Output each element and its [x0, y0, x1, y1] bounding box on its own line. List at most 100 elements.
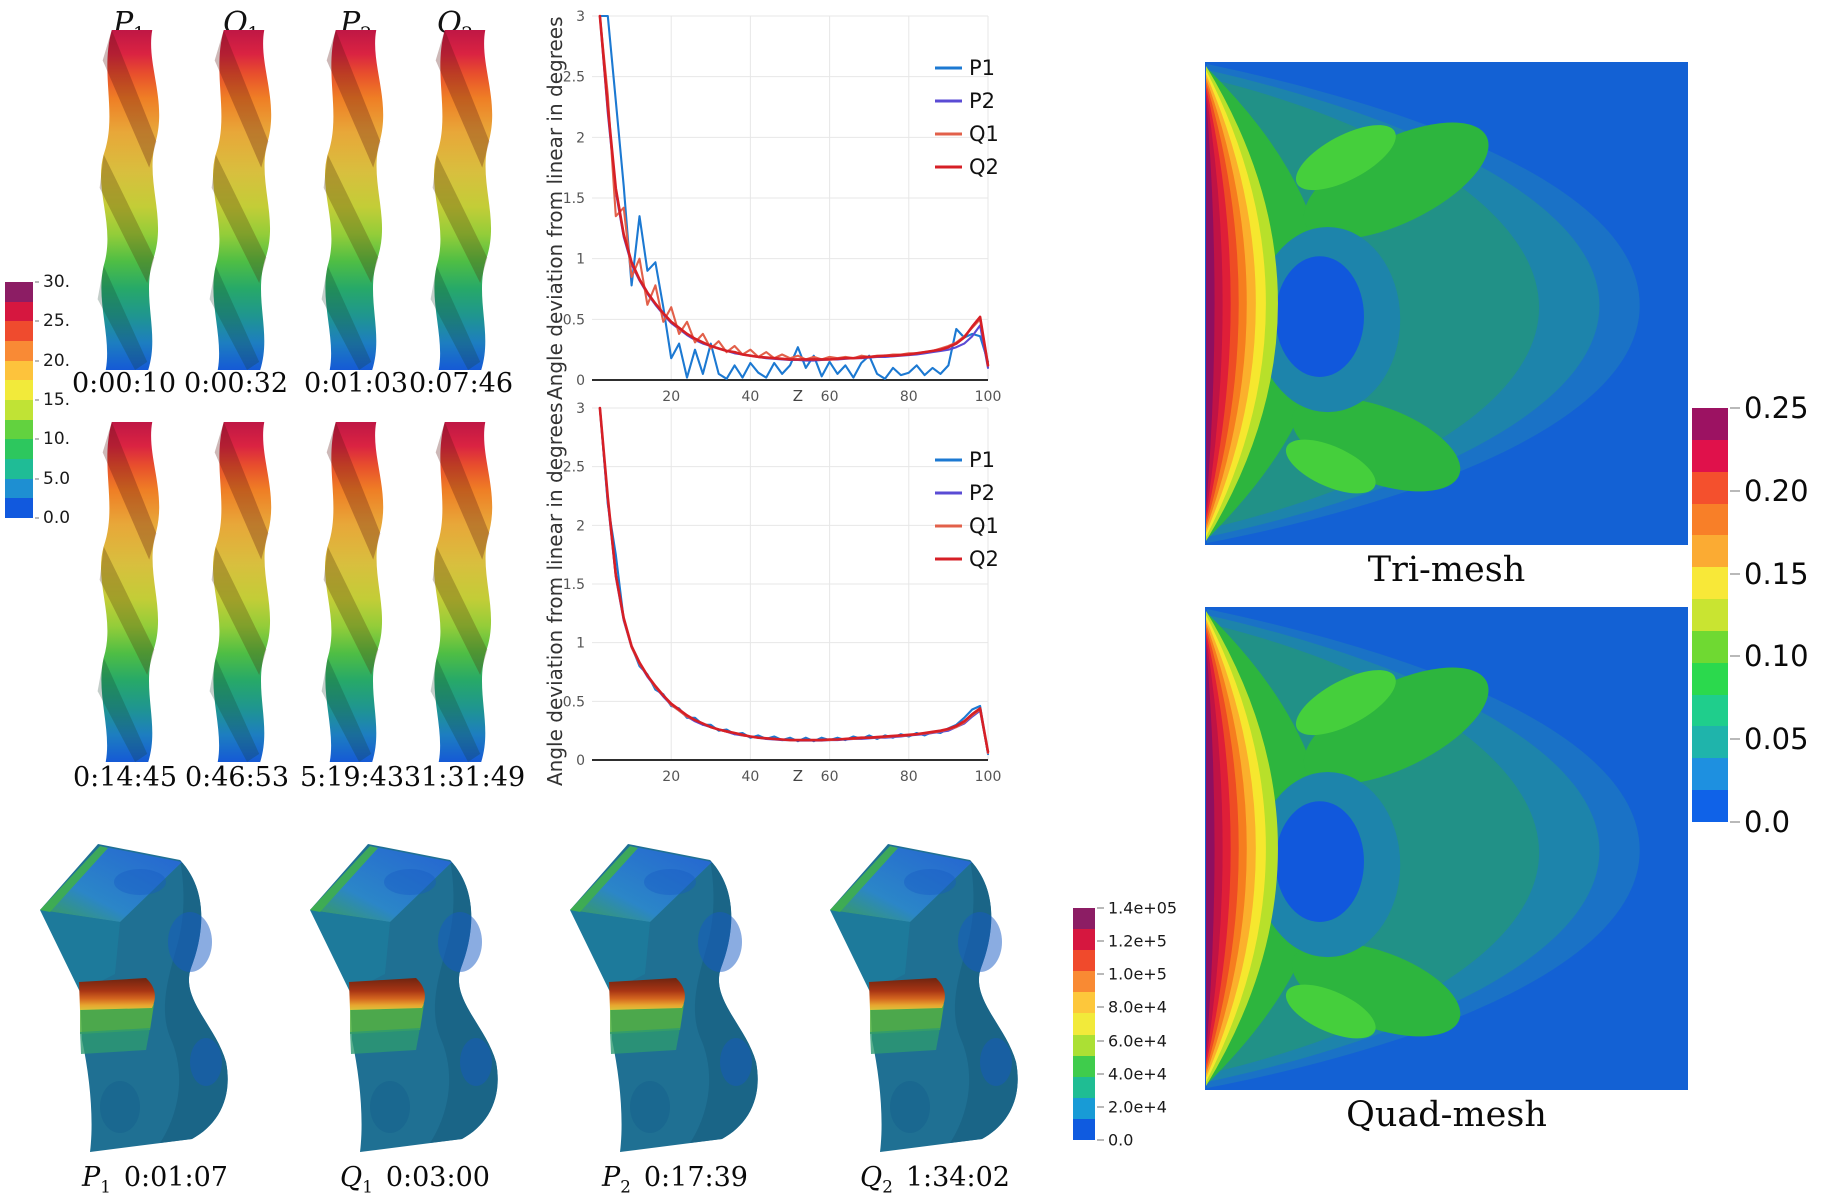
legend-label-P2: P2	[969, 481, 995, 505]
colorbar-band	[5, 498, 33, 519]
y-tick-label: 1.5	[563, 191, 585, 207]
colorbar-band	[1073, 992, 1095, 1014]
colorbar-tick	[1097, 1072, 1104, 1075]
colorbar-band	[1692, 758, 1728, 791]
series-line-Q1	[598, 14, 990, 366]
tri-mesh-title: Tri-mesh	[1367, 550, 1526, 590]
caption-subscript: 2	[620, 1176, 631, 1197]
stress-colorbar: 1.4e+05 1.2e+5 1.0e+5 8.0e+4 6.0e+4 4.0e+4 2.0…	[1073, 899, 1183, 1150]
colorbar-band	[5, 439, 33, 460]
colorbar-tick	[1730, 821, 1740, 823]
y-tick-label: 0	[576, 753, 585, 769]
runtime-caption: 0:46:53	[184, 762, 290, 793]
colorbar-band	[5, 478, 33, 499]
caption-time: 0:01:07	[123, 1162, 228, 1193]
colorbar-label: 1.4e+05	[1108, 898, 1178, 918]
colorbar-tick	[35, 438, 39, 441]
colorbar-label: 0.0	[43, 508, 71, 528]
series-line-P1	[598, 14, 990, 380]
x-tick-label: 20	[662, 389, 680, 405]
colorbar-band	[1692, 535, 1728, 568]
series-line-Q2	[598, 406, 990, 754]
x-tick-label: 80	[900, 389, 918, 405]
colorbar-band	[1692, 471, 1728, 504]
colorbar-tick	[1097, 1105, 1104, 1108]
stress-caption: P2 0:17:39	[570, 1162, 780, 1196]
colorbar-band	[1692, 599, 1728, 631]
colorbar-band	[5, 360, 33, 381]
legend-label-P1: P1	[969, 56, 995, 80]
twisted-column-figure	[430, 422, 493, 762]
quad-mesh-contour-plot	[1205, 607, 1688, 1090]
colorbar-tick	[1097, 1006, 1104, 1009]
legend-label-Q2: Q2	[969, 155, 999, 179]
legend-label-Q1: Q1	[969, 514, 999, 538]
stress-solid-figure	[310, 844, 498, 1152]
caption-time: 0:03:00	[385, 1162, 490, 1193]
y-tick-label: 0.5	[563, 694, 585, 710]
y-tick-label: 0	[576, 373, 585, 389]
legend-label-Q1: Q1	[969, 122, 999, 146]
series-line-P1	[598, 406, 990, 756]
runtime-caption: 31:31:49	[403, 762, 526, 793]
colorbar-tick	[1097, 973, 1104, 976]
caption-subscript: 1	[362, 1176, 373, 1197]
x-axis-title: Z	[793, 387, 803, 405]
colorbar-gradient	[5, 282, 33, 519]
y-tick-label: 1	[576, 636, 585, 652]
colorbar-label: 0.0	[1744, 805, 1791, 839]
twisted-column-figure	[321, 422, 384, 762]
colorbar-label: 0.10	[1744, 639, 1809, 674]
y-tick-label: 2.5	[563, 460, 585, 476]
colorbar-band	[1692, 503, 1728, 536]
colorbar-band	[5, 341, 33, 361]
stress-solid-figure	[40, 844, 228, 1152]
y-tick-label: 1	[576, 252, 585, 268]
colorbar-label: 5.0	[43, 468, 71, 489]
colorbar-band	[1073, 1076, 1095, 1098]
caption-time: 0:17:39	[643, 1162, 748, 1193]
colorbar-label: 0.15	[1744, 556, 1809, 591]
legend-label-P1: P1	[969, 448, 995, 472]
x-tick-label: 20	[662, 769, 680, 785]
colorbar-band	[5, 459, 33, 479]
series-line-Q2	[598, 14, 990, 367]
colorbar-tick	[1730, 655, 1740, 658]
colorbar-tick	[1730, 407, 1740, 409]
colorbar-label: 15.	[43, 390, 71, 410]
colorbar-label: 10.	[43, 429, 71, 450]
colorbar-band	[1073, 971, 1095, 993]
colorbar-label: 25.	[43, 311, 71, 332]
colorbar-band	[5, 321, 33, 342]
caption-letter: Q	[860, 1162, 883, 1193]
x-axis-title: Z	[793, 767, 803, 785]
colorbar-band	[5, 301, 33, 322]
colorbar-band	[1073, 1118, 1095, 1141]
colorbar-band	[1692, 439, 1728, 472]
colorbar-tick	[35, 477, 39, 480]
colorbar-band	[1073, 950, 1095, 972]
x-tick-label: 100	[975, 389, 1002, 405]
colorbar-label: 1.0e+5	[1108, 964, 1167, 984]
runtime-caption: 0:01:03	[303, 368, 409, 399]
colorbar-band	[5, 400, 33, 420]
colorbar-band	[1073, 908, 1095, 930]
colorbar-gradient	[1692, 408, 1728, 822]
series-line-P2	[598, 14, 990, 369]
runtime-caption: 5:19:43	[299, 762, 405, 793]
colorbar-band	[1692, 630, 1728, 663]
colorbar-band	[1692, 790, 1728, 822]
twisted-column-figure	[209, 422, 272, 762]
colorbar-label: 0.25	[1744, 391, 1809, 425]
colorbar-band	[1073, 929, 1095, 951]
angle-deviation-chart-fine: Angle deviation from linear in degrees 2…	[540, 398, 1024, 790]
colorbar-tick	[35, 281, 39, 283]
twisted-column-figure	[430, 30, 493, 370]
angle-colorbar: 30. 25. 20. 15. 10. 5.0 0.0	[5, 272, 95, 528]
y-tick-label: 2	[576, 518, 585, 534]
twisted-column-figure	[321, 30, 384, 370]
legend-label-Q2: Q2	[969, 547, 999, 571]
stress-caption: Q2 1:34:02	[830, 1162, 1040, 1196]
colorbar-tick	[1730, 489, 1740, 492]
colorbar-gradient	[1073, 908, 1095, 1141]
